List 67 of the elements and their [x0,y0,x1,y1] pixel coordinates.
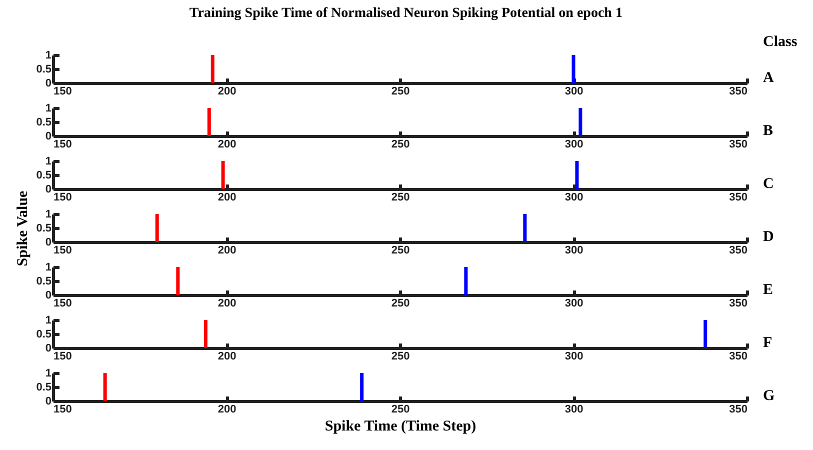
x-tick-label: 200 [218,86,236,98]
x-tick-label: 350 [729,86,748,98]
x-tick-label: 350 [729,138,748,150]
y-tick-label: 0.5 [36,222,52,234]
x-tick-label: 300 [564,138,584,150]
y-tick-label: 0.5 [36,276,52,288]
x-tick-label: 150 [54,350,72,362]
y-tick-label: 0.5 [36,116,52,128]
y-tick-label: 1 [45,262,52,274]
y-tick-label: 0.5 [36,328,52,340]
text: F [763,335,772,351]
y-tick-label: 0 [45,130,52,142]
x-tick-label: 350 [729,350,748,362]
x-tick-label: 250 [391,244,410,256]
text: B [763,123,774,139]
text: D [763,229,774,245]
y-tick-label: 1 [45,156,52,168]
y-tick-label: 0 [45,236,52,248]
x-tick-label: 200 [218,192,236,204]
x-tick-label: 200 [218,404,236,416]
x-tick-label: 350 [729,404,748,416]
y-tick-label: 0 [45,184,52,196]
x-tick-label: 200 [218,244,236,256]
x-tick-label: 300 [564,298,584,310]
y-tick-label: 1 [45,102,52,114]
x-tick-label: 300 [564,404,584,416]
x-tick-label: 150 [54,192,72,204]
text: C [763,176,774,192]
x-tick-label: 350 [729,298,748,310]
x-tick-label: 150 [54,298,72,310]
x-tick-label: 250 [391,350,410,362]
x-tick-label: 150 [54,244,72,256]
x-tick-label: 250 [391,138,410,150]
x-tick-label: 200 [218,350,236,362]
y-tick-label: 1 [45,368,52,380]
y-tick-label: 0 [45,396,52,408]
text: Class [763,34,798,50]
text: G [763,388,775,404]
x-tick-label: 250 [391,404,410,416]
x-tick-label: 350 [729,192,748,204]
y-tick-label: 0 [45,78,52,90]
x-tick-label: 300 [564,350,584,362]
x-tick-label: 300 [564,86,584,98]
x-tick-label: 200 [218,138,236,150]
x-tick-label: 300 [564,192,584,204]
x-tick-label: 150 [54,86,72,98]
y-tick-label: 1 [45,314,52,326]
y-tick-label: 0.5 [36,382,52,394]
text: E [763,282,774,298]
x-tick-label: 250 [391,86,410,98]
x-tick-label: 300 [564,244,584,256]
x-axis-title: Spike Time (Time Step) [324,418,476,434]
x-tick-label: 150 [54,138,72,150]
y-tick-label: 1 [45,208,52,220]
y-tick-label: 0.5 [36,170,52,182]
x-tick-label: 150 [54,404,72,416]
y-tick-label: 1 [45,50,52,62]
x-tick-label: 250 [391,192,410,204]
x-tick-label: 250 [391,298,410,310]
chart-title: Training Spike Time of Normalised Neuron Spiking Potential on epoch 1 [189,6,622,21]
x-tick-label: 350 [729,244,748,256]
y-axis-title: Spike Value [15,190,32,266]
y-tick-label: 0.5 [36,64,52,76]
y-tick-label: 0 [45,290,52,302]
y-tick-label: 0 [45,342,52,354]
text: A [763,70,774,86]
x-tick-label: 200 [218,298,236,310]
